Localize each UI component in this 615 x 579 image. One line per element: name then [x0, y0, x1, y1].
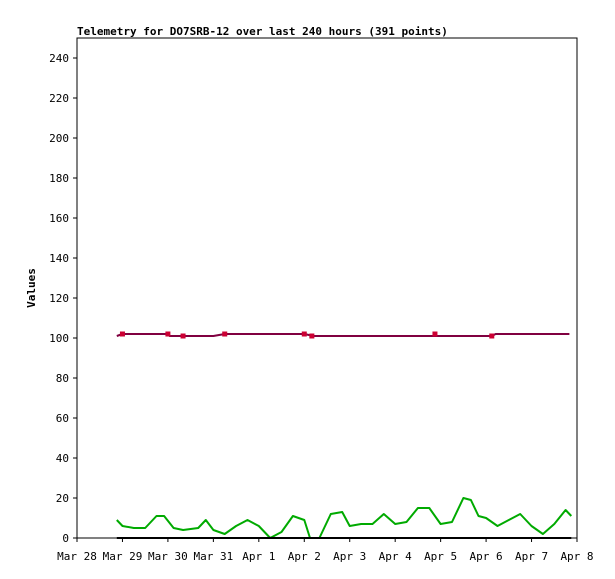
data-point-marker: [180, 333, 186, 339]
y-tick-label: 40: [56, 452, 69, 465]
data-point-marker: [309, 333, 315, 339]
x-tick-label: Mar 31: [193, 550, 233, 563]
y-tick-label: 0: [62, 532, 69, 545]
y-tick-label: 140: [49, 252, 69, 265]
y-axis: 0 20 40 60 80 100 120 140 160 180 200 220 240: [49, 52, 77, 545]
y-tick-label: 200: [49, 132, 69, 145]
y-tick-label: 20: [56, 492, 69, 505]
x-tick-label: Apr 5: [424, 550, 457, 563]
data-point-marker: [489, 333, 495, 339]
y-tick-label: 60: [56, 412, 69, 425]
x-tick-label: Apr 3: [333, 550, 366, 563]
series-layer: [116, 331, 573, 539]
x-tick-label: Apr 7: [515, 550, 548, 563]
series-line-2: [116, 497, 573, 539]
y-axis-label: Values: [25, 268, 38, 308]
y-tick-label: 120: [49, 292, 69, 305]
plot-frame: [76, 37, 578, 539]
data-point-marker: [119, 331, 125, 337]
y-tick-label: 160: [49, 212, 69, 225]
chart-title: Telemetry for DO7SRB-12 over last 240 ho…: [77, 25, 448, 38]
x-tick-label: Mar 28: [57, 550, 97, 563]
data-point-marker: [222, 331, 228, 337]
data-point-marker: [432, 331, 438, 337]
y-tick-label: 80: [56, 372, 69, 385]
x-axis: Mar 28 Mar 29 Mar 30 Mar 31 Apr 1 Apr 2 Apr 3 A…: [57, 538, 594, 563]
x-tick-label: Apr 2: [288, 550, 321, 563]
x-tick-label: Apr 8: [560, 550, 593, 563]
y-tick-label: 180: [49, 172, 69, 185]
x-tick-label: Mar 29: [103, 550, 143, 563]
x-tick-label: Apr 1: [242, 550, 275, 563]
data-point-marker: [301, 331, 307, 337]
x-tick-label: Mar 30: [148, 550, 188, 563]
y-tick-label: 240: [49, 52, 69, 65]
data-point-marker: [165, 331, 171, 337]
y-tick-label: 220: [49, 92, 69, 105]
x-tick-label: Apr 6: [470, 550, 503, 563]
y-tick-label: 100: [49, 332, 69, 345]
x-tick-label: Apr 4: [379, 550, 412, 563]
